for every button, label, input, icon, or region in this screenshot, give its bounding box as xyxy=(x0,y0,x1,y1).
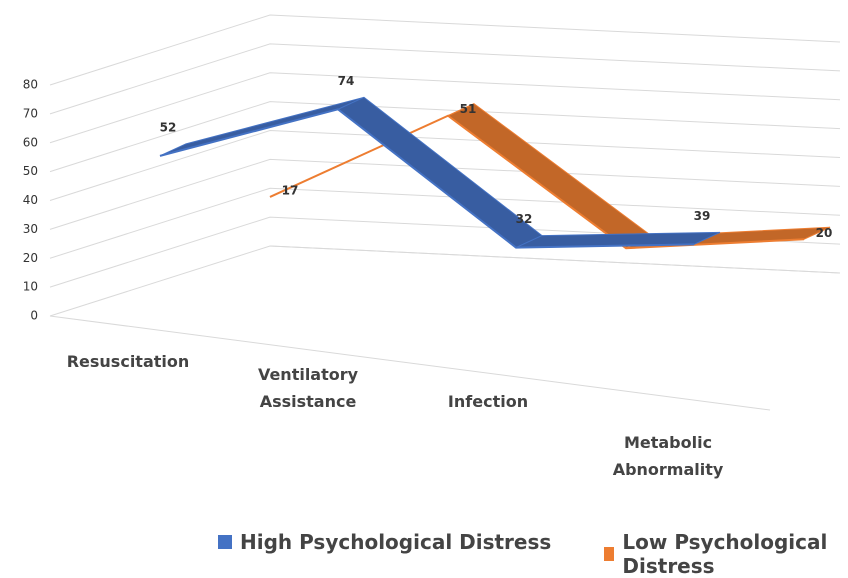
grid-line xyxy=(49,72,841,144)
y-tick-label: 80 xyxy=(23,78,38,92)
x-tick-label: Metabolic Abnormality xyxy=(612,433,724,479)
y-tick-label: 30 xyxy=(23,222,38,236)
y-tick-label: 60 xyxy=(23,135,38,149)
grid-line xyxy=(49,245,841,317)
grid-line xyxy=(49,14,841,86)
grid-line xyxy=(49,129,841,201)
legend-swatch xyxy=(604,547,615,561)
series-line xyxy=(269,114,805,250)
series-line xyxy=(159,108,695,249)
y-tick-label: 10 xyxy=(23,280,38,294)
legend-label: Low Psychological Distress xyxy=(622,530,828,578)
grid-line xyxy=(49,187,841,259)
grid-line xyxy=(49,101,841,173)
data-label: 17 xyxy=(282,183,299,197)
data-label: 51 xyxy=(460,102,477,116)
page: {"chart_data": {"type": "line3d", "categ… xyxy=(22,14,841,578)
data-label: 20 xyxy=(816,226,833,240)
grid-line xyxy=(49,158,841,230)
y-tick-label: 70 xyxy=(23,106,38,120)
data-label: 52 xyxy=(160,120,177,134)
floor-edge xyxy=(269,245,841,274)
data-label: 74 xyxy=(338,74,355,88)
chart: 010203040506070801751112052743239 xyxy=(23,14,841,411)
x-tick-label: Infection xyxy=(447,392,529,411)
y-tick-label: 0 xyxy=(30,309,38,323)
floor-edge xyxy=(49,315,771,411)
grid-line xyxy=(49,216,841,288)
y-tick-label: 40 xyxy=(23,193,38,207)
y-tick-label: 50 xyxy=(23,164,38,178)
legend-label: High Psychological Distress xyxy=(240,530,552,554)
x-tick-label: Resuscitation xyxy=(66,352,190,371)
y-tick-label: 20 xyxy=(23,251,38,265)
grid-line xyxy=(49,43,841,115)
data-label: 32 xyxy=(516,212,533,226)
legend-item: High Psychological Distress xyxy=(218,530,551,554)
x-tick-label: Ventilatory Assistance xyxy=(257,365,359,411)
legend-item: Low Psychological Distress xyxy=(604,530,848,578)
legend-swatch xyxy=(218,535,232,549)
data-label: 39 xyxy=(694,209,711,223)
